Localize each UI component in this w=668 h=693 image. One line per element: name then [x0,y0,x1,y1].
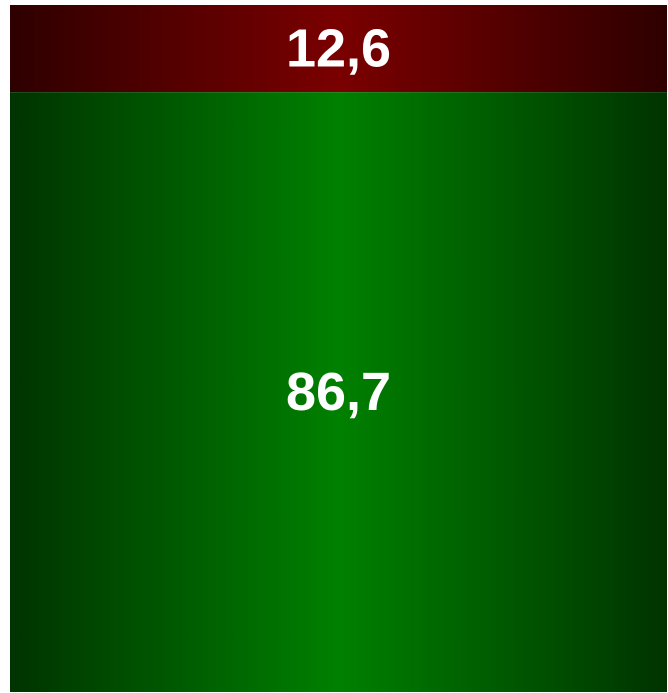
data-label-0: 12,6 [286,19,391,79]
bar-segment-1 [10,92,667,693]
bar-segments [10,5,667,693]
segment-labels: 12,6 86,7 [286,19,391,422]
bar-segment-0 [10,5,667,93]
data-label-1: 86,7 [286,362,391,422]
